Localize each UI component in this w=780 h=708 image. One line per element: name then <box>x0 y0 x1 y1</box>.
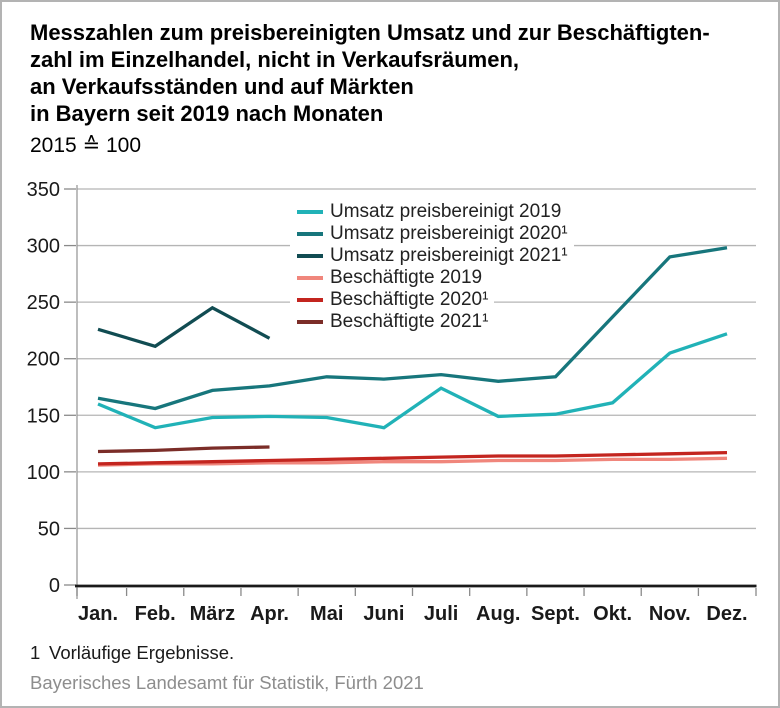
series-line-umsatz-preisbereinigt-2021 <box>97 305 271 349</box>
chart-title-line-3: an Verkaufsständen und auf Märkten <box>30 74 414 99</box>
chart-title-line-4: in Bayern seit 2019 nach Monaten <box>30 101 384 126</box>
y-axis-label: 250 <box>27 292 60 314</box>
x-axis-label: Okt. <box>593 603 632 625</box>
y-axis: 0 50 100 150 200 250 300 350 <box>27 179 76 597</box>
series-line-umsatz-preisbereinigt-2019 <box>97 332 728 430</box>
legend-swatch-besch-ftigte-2021 <box>297 320 323 324</box>
legend: Umsatz preisbereinigt 2019 Umsatz preisbe… <box>290 201 574 333</box>
x-axis-label: Feb. <box>135 603 176 625</box>
legend-swatch-umsatz-preisbereinigt-2020 <box>297 232 323 236</box>
legend-item-besch-ftigte-2019: Beschäftigte 2019 <box>290 267 489 289</box>
x-axis-label: März <box>190 603 236 625</box>
y-axis-label: 300 <box>27 236 60 258</box>
legend-label: Umsatz preisbereinigt 2019 <box>330 201 562 222</box>
x-axis-label: Dez. <box>706 603 747 625</box>
legend-label: Beschäftigte 2019 <box>330 267 483 288</box>
chart-subtitle-index-base: 2015 ≙ 100 <box>30 134 142 157</box>
x-axis-label: Aug. <box>476 603 520 625</box>
y-axis-label: 350 <box>27 179 60 201</box>
x-axis-label: Juli <box>424 603 458 625</box>
y-axis-label: 50 <box>38 518 60 540</box>
legend-item-umsatz-preisbereinigt-2021: Umsatz preisbereinigt 2021¹ <box>290 245 574 267</box>
legend-item-besch-ftigte-2020: Beschäftigte 2020¹ <box>290 289 495 311</box>
x-axis-labels: Jan. Feb. März Apr. Mai Juni Juli Aug. Sept. Okt.… <box>78 603 748 625</box>
x-axis-label: Jan. <box>78 603 118 625</box>
y-axis-label: 100 <box>27 462 60 484</box>
legend-label: Umsatz preisbereinigt 2020¹ <box>330 223 568 244</box>
legend-swatch-umsatz-preisbereinigt-2019 <box>297 210 323 214</box>
x-axis-ticks <box>76 588 757 596</box>
title-block: Messzahlen zum preisbereinigten Umsatz u… <box>30 19 710 158</box>
x-axis-label: Apr. <box>250 603 289 625</box>
series-line-besch-ftigte-2019 <box>97 456 728 467</box>
legend-label: Umsatz preisbereinigt 2021¹ <box>330 245 568 266</box>
source-attribution: Bayerisches Landesamt für Statistik, Für… <box>30 672 424 693</box>
legend-item-umsatz-preisbereinigt-2019: Umsatz preisbereinigt 2019 <box>290 201 568 223</box>
y-axis-label: 150 <box>27 405 60 427</box>
x-axis-label: Juni <box>363 603 404 625</box>
y-axis-label: 200 <box>27 349 60 371</box>
legend-swatch-besch-ftigte-2019 <box>297 276 323 280</box>
series-line-umsatz-preisbereinigt-2020 <box>97 246 728 411</box>
chart-title-line-2: zahl im Einzelhandel, nicht in Verkaufsr… <box>30 47 520 72</box>
x-axis-label: Sept. <box>531 603 580 625</box>
x-axis-label: Nov. <box>649 603 691 625</box>
legend-item-umsatz-preisbereinigt-2020: Umsatz preisbereinigt 2020¹ <box>290 223 574 245</box>
footnote: 1 Vorläufige Ergebnisse. <box>30 642 234 664</box>
chart-title-line-1: Messzahlen zum preisbereinigten Umsatz u… <box>30 20 710 45</box>
footnote-text: Vorläufige Ergebnisse. <box>49 642 235 663</box>
legend-swatch-besch-ftigte-2020 <box>297 298 323 302</box>
legend-swatch-umsatz-preisbereinigt-2021 <box>297 254 323 258</box>
footnote-marker: 1 <box>30 642 41 663</box>
series-line-besch-ftigte-2020 <box>97 450 728 466</box>
y-axis-label: 0 <box>49 575 60 597</box>
series-line-besch-ftigte-2021 <box>97 445 270 454</box>
x-axis-label: Mai <box>310 603 343 625</box>
legend-label: Beschäftigte 2021¹ <box>330 311 489 332</box>
legend-item-besch-ftigte-2021: Beschäftigte 2021¹ <box>290 311 495 333</box>
legend-label: Beschäftigte 2020¹ <box>330 289 489 310</box>
